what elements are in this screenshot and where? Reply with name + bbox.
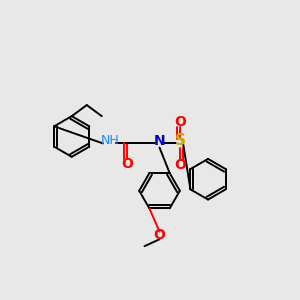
- Text: NH: NH: [100, 134, 119, 147]
- Text: O: O: [174, 158, 186, 172]
- Text: O: O: [174, 115, 186, 129]
- Text: O: O: [121, 157, 133, 170]
- Text: O: O: [154, 228, 166, 242]
- Text: N: N: [154, 134, 165, 148]
- Text: S: S: [175, 133, 186, 148]
